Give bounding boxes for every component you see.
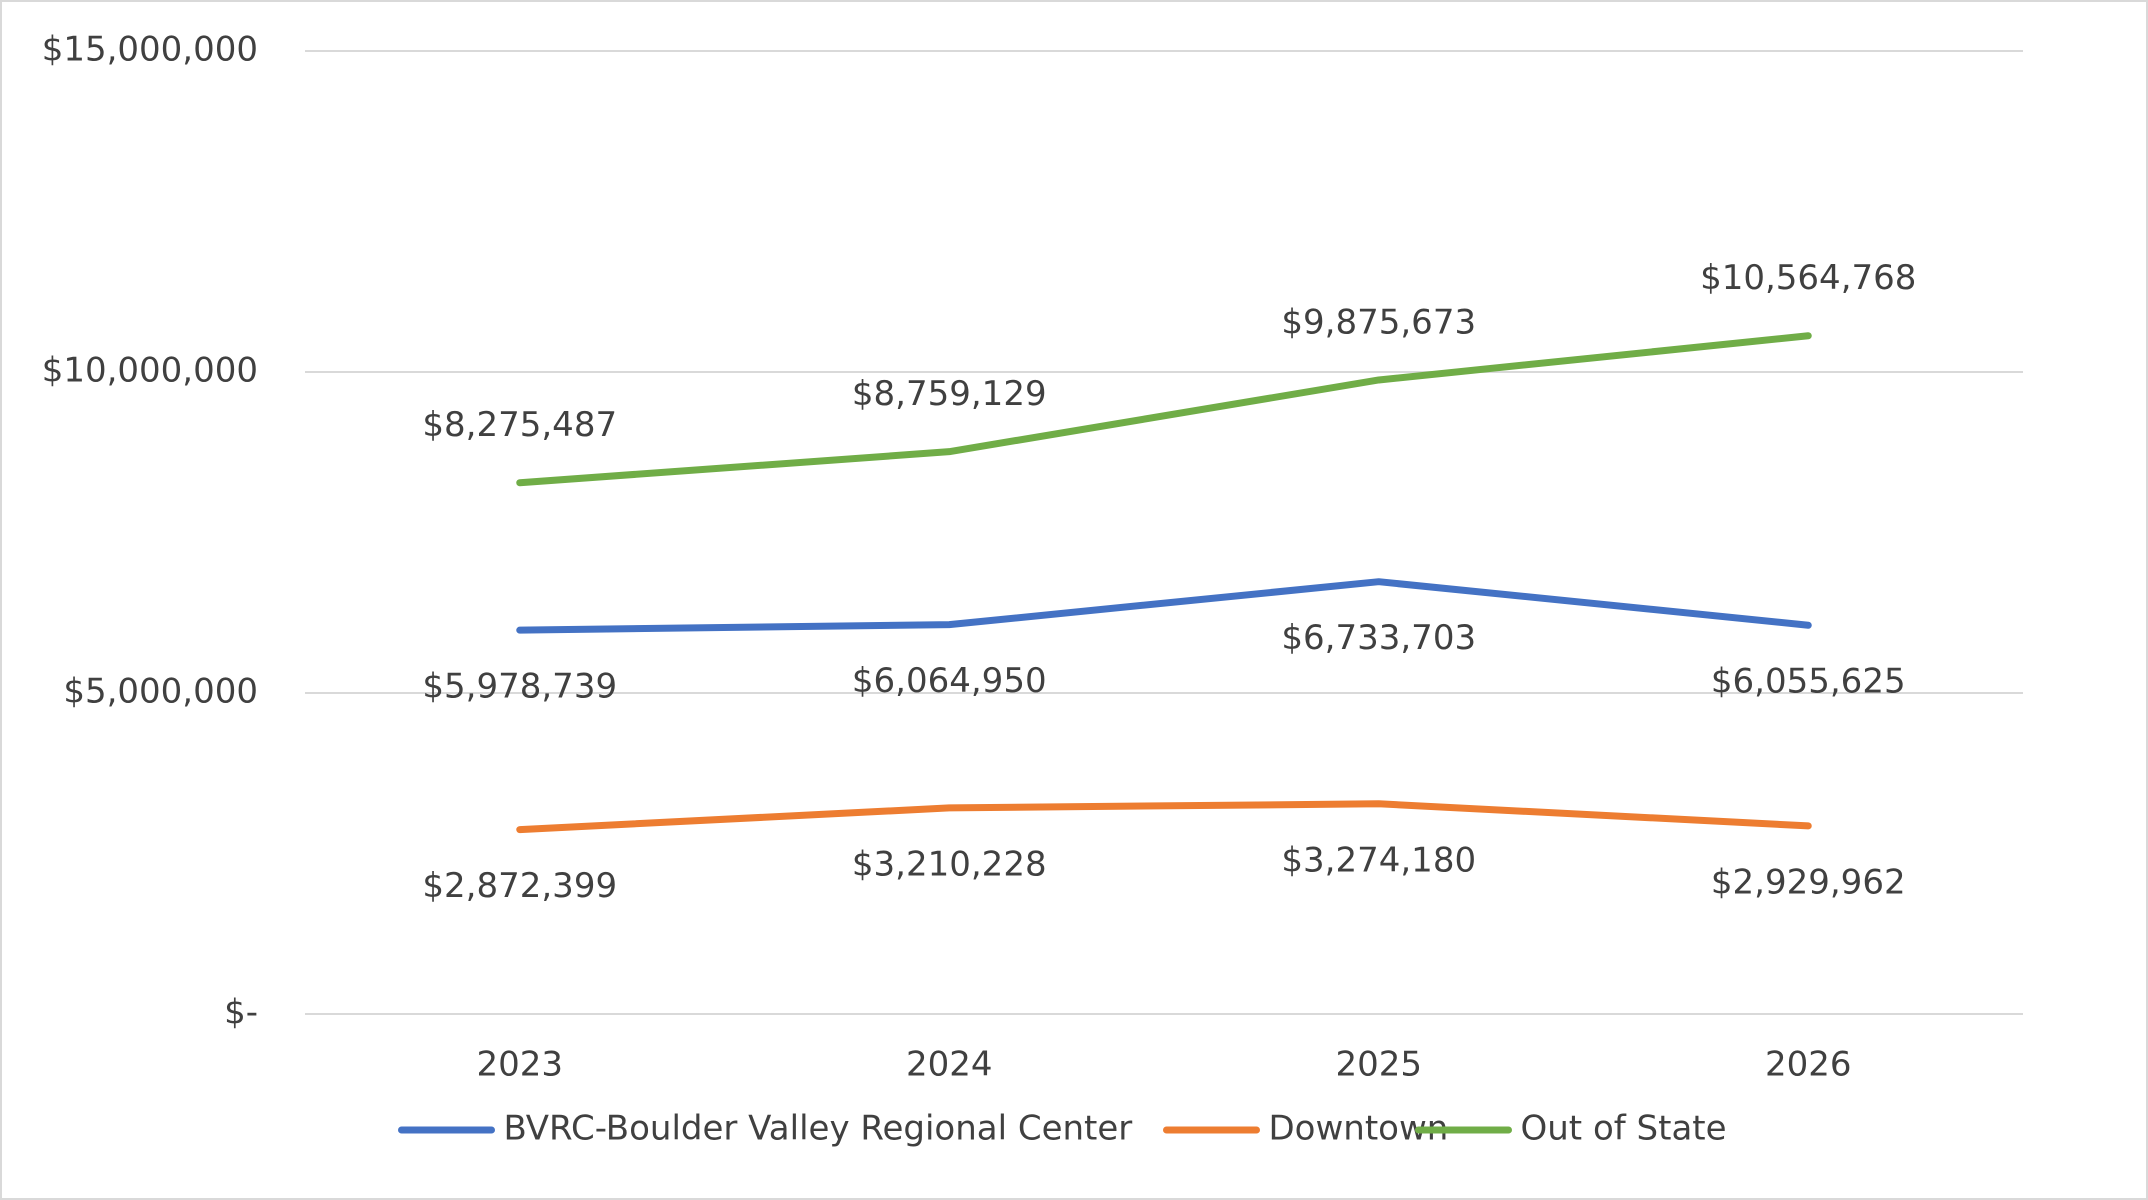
data-label: $3,210,228: [852, 844, 1047, 884]
data-label: $3,274,180: [1281, 840, 1476, 880]
data-label: $6,055,625: [1711, 662, 1906, 702]
series-line: [516, 800, 1812, 834]
x-tick-label: 2025: [1335, 1045, 1422, 1085]
data-label: $6,064,950: [852, 661, 1047, 701]
y-tick-label: $15,000,000: [42, 30, 258, 70]
data-label: $8,759,129: [852, 374, 1047, 414]
legend-label: BVRC-Boulder Valley Regional Center: [504, 1109, 1133, 1149]
data-label: $2,929,962: [1711, 862, 1906, 902]
data-label: $6,733,703: [1281, 618, 1476, 658]
series-line: [516, 578, 1812, 634]
y-tick-label: $5,000,000: [63, 672, 258, 712]
data-label: $5,978,739: [422, 667, 617, 707]
data-label: $10,564,768: [1700, 258, 1916, 298]
data-label: $2,872,399: [422, 866, 617, 906]
legend-label: Out of State: [1521, 1109, 1727, 1149]
series-line: [516, 332, 1812, 487]
y-tick-label: $10,000,000: [42, 351, 258, 391]
x-tick-label: 2024: [906, 1045, 993, 1085]
x-tick-label: 2026: [1765, 1045, 1852, 1085]
y-tick-label: $-: [224, 993, 258, 1033]
data-label: $8,275,487: [422, 405, 617, 445]
data-label: $9,875,673: [1281, 302, 1476, 342]
x-tick-label: 2023: [476, 1045, 563, 1085]
